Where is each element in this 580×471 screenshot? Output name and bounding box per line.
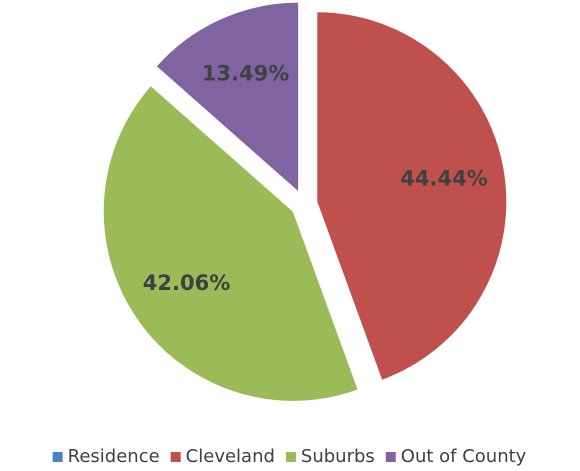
legend-swatch [170,452,181,462]
legend-label: Cleveland [186,446,275,467]
data-label: 42.06% [143,271,230,295]
pie-slice [316,11,508,381]
pie-slice [102,84,359,402]
pie-slice [155,1,300,194]
legend-swatch [52,452,63,462]
legend-label: Residence [68,446,160,467]
legend-swatch [385,452,396,462]
legend-label: Suburbs [301,446,375,467]
data-label: 13.49% [202,61,289,85]
legend-swatch [285,452,296,462]
data-label: 44.44% [400,166,487,190]
legend-label: Out of County [401,446,527,467]
